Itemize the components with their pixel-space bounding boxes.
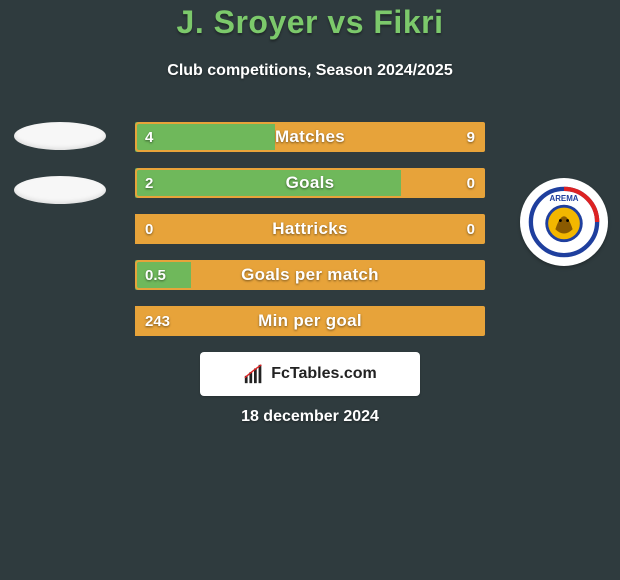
stat-value-left: 0.5 (145, 260, 166, 290)
stat-value-left: 4 (145, 122, 153, 152)
stat-fill-right (135, 214, 485, 244)
stat-bars: 49Matches20Goals00Hattricks0.5Goals per … (135, 122, 485, 352)
page-title: J. Sroyer vs Fikri (0, 4, 620, 41)
stat-value-left: 243 (145, 306, 170, 336)
stat-fill-right (275, 122, 485, 152)
stat-fill-left (135, 122, 275, 152)
stat-row: 00Hattricks (135, 214, 485, 244)
stat-value-left: 0 (145, 214, 153, 244)
stat-value-right: 0 (467, 214, 475, 244)
stat-row: 0.5Goals per match (135, 260, 485, 290)
comparison-infographic: J. Sroyer vs Fikri Club competitions, Se… (0, 0, 620, 580)
stat-value-right: 9 (467, 122, 475, 152)
player-right-crest: AREMA (520, 178, 608, 266)
stat-fill-left (135, 168, 401, 198)
stat-value-left: 2 (145, 168, 153, 198)
stat-row: 20Goals (135, 168, 485, 198)
bar-chart-icon (243, 363, 265, 385)
stat-value-right: 0 (467, 168, 475, 198)
player-left-badge-2 (14, 176, 106, 204)
stat-fill-right (135, 306, 485, 336)
stat-fill-right (191, 260, 485, 290)
stat-row: 49Matches (135, 122, 485, 152)
brand-box: FcTables.com (200, 352, 420, 396)
brand-text: FcTables.com (271, 365, 377, 383)
subtitle: Club competitions, Season 2024/2025 (0, 62, 620, 80)
player-left-badge-1 (14, 122, 106, 150)
stat-row: 243Min per goal (135, 306, 485, 336)
crest-text: AREMA (550, 194, 579, 203)
generated-date: 18 december 2024 (0, 408, 620, 426)
arema-crest-icon: AREMA (528, 186, 600, 258)
